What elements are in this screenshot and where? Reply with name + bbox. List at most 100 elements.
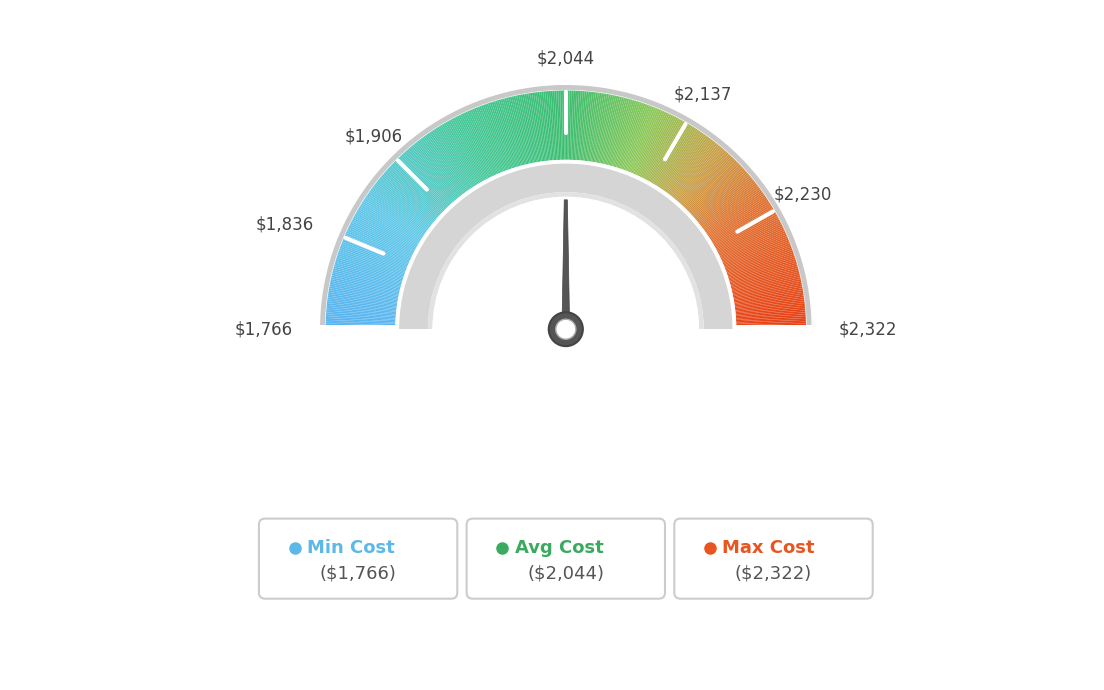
Wedge shape	[338, 252, 404, 275]
Wedge shape	[348, 228, 412, 258]
Wedge shape	[390, 166, 442, 214]
Wedge shape	[331, 277, 400, 293]
Wedge shape	[560, 90, 563, 160]
Wedge shape	[689, 164, 741, 213]
Wedge shape	[359, 206, 420, 243]
Wedge shape	[506, 97, 524, 165]
Wedge shape	[482, 105, 508, 170]
Wedge shape	[467, 111, 497, 175]
Wedge shape	[326, 326, 395, 328]
Wedge shape	[389, 167, 440, 215]
Wedge shape	[394, 160, 445, 210]
Wedge shape	[723, 236, 788, 264]
Wedge shape	[628, 107, 656, 172]
Wedge shape	[711, 204, 772, 241]
Wedge shape	[376, 181, 432, 226]
Wedge shape	[485, 104, 509, 170]
Wedge shape	[347, 229, 411, 259]
Wedge shape	[701, 183, 756, 226]
Wedge shape	[729, 259, 796, 281]
Wedge shape	[383, 172, 437, 219]
Wedge shape	[601, 95, 616, 164]
Text: Max Cost: Max Cost	[722, 540, 815, 558]
Wedge shape	[703, 188, 761, 230]
Wedge shape	[636, 112, 667, 175]
Wedge shape	[332, 272, 401, 290]
Wedge shape	[407, 149, 454, 202]
Wedge shape	[556, 90, 561, 160]
Wedge shape	[733, 284, 803, 299]
FancyBboxPatch shape	[675, 519, 872, 599]
Wedge shape	[735, 307, 805, 315]
Wedge shape	[517, 95, 532, 164]
Wedge shape	[370, 189, 428, 230]
Wedge shape	[328, 292, 397, 304]
Wedge shape	[554, 90, 559, 160]
Wedge shape	[712, 208, 774, 244]
Wedge shape	[736, 324, 806, 326]
Wedge shape	[736, 322, 806, 325]
Wedge shape	[731, 270, 799, 288]
Wedge shape	[521, 95, 535, 163]
Wedge shape	[423, 136, 466, 193]
Wedge shape	[732, 273, 799, 291]
Wedge shape	[729, 261, 796, 282]
Bar	[326, 329, 806, 614]
Wedge shape	[709, 198, 767, 237]
Wedge shape	[411, 146, 457, 199]
Wedge shape	[402, 154, 450, 206]
Wedge shape	[479, 106, 506, 171]
Wedge shape	[564, 90, 566, 160]
Wedge shape	[656, 127, 694, 186]
Wedge shape	[331, 275, 400, 293]
Wedge shape	[593, 93, 605, 162]
Wedge shape	[428, 192, 703, 329]
Wedge shape	[732, 277, 800, 293]
Wedge shape	[734, 292, 804, 304]
Wedge shape	[375, 183, 431, 226]
Wedge shape	[678, 149, 724, 202]
Wedge shape	[734, 288, 803, 302]
Wedge shape	[534, 92, 544, 161]
Wedge shape	[617, 101, 640, 168]
Wedge shape	[702, 186, 760, 228]
Wedge shape	[408, 148, 455, 201]
Wedge shape	[508, 97, 526, 165]
Wedge shape	[538, 92, 548, 161]
Wedge shape	[368, 192, 426, 233]
Wedge shape	[486, 104, 510, 169]
Wedge shape	[671, 141, 716, 197]
Wedge shape	[393, 161, 444, 211]
Wedge shape	[722, 235, 787, 263]
Wedge shape	[481, 106, 507, 170]
Wedge shape	[332, 273, 400, 291]
Wedge shape	[675, 146, 721, 199]
Wedge shape	[444, 123, 480, 184]
Wedge shape	[734, 294, 804, 306]
Wedge shape	[399, 157, 448, 208]
Wedge shape	[584, 92, 594, 161]
Wedge shape	[635, 111, 665, 175]
Wedge shape	[686, 159, 735, 210]
Wedge shape	[352, 219, 414, 253]
Wedge shape	[346, 233, 410, 262]
Wedge shape	[587, 92, 597, 161]
Wedge shape	[624, 105, 649, 170]
Wedge shape	[465, 112, 496, 175]
Wedge shape	[329, 288, 397, 302]
Wedge shape	[634, 110, 662, 175]
Wedge shape	[570, 90, 573, 160]
Wedge shape	[328, 297, 396, 308]
Wedge shape	[326, 324, 395, 326]
Wedge shape	[594, 94, 607, 162]
FancyBboxPatch shape	[259, 519, 457, 599]
Wedge shape	[735, 297, 804, 308]
Wedge shape	[711, 203, 771, 241]
Wedge shape	[734, 295, 804, 306]
Wedge shape	[704, 190, 763, 232]
Wedge shape	[604, 97, 622, 164]
Wedge shape	[440, 125, 478, 185]
Wedge shape	[330, 281, 399, 296]
Circle shape	[549, 313, 583, 346]
Wedge shape	[499, 99, 520, 166]
